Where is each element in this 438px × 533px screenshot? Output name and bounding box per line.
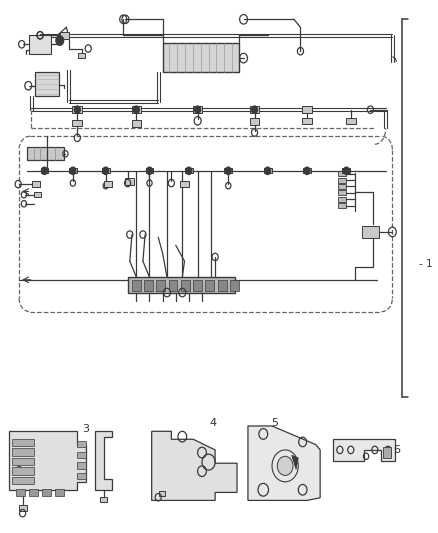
Text: - 1: - 1 (418, 259, 431, 269)
Bar (263, 168, 271, 173)
Circle shape (225, 167, 231, 174)
Bar (100, 497, 107, 502)
Bar (180, 181, 188, 187)
Bar (27, 147, 64, 160)
Bar (345, 118, 355, 124)
Bar (337, 177, 345, 182)
Bar (145, 168, 153, 173)
Bar (12, 448, 33, 456)
Circle shape (74, 106, 80, 114)
Bar (193, 280, 201, 292)
Bar (158, 491, 164, 496)
Circle shape (194, 106, 200, 114)
Bar (103, 181, 112, 187)
Bar (72, 119, 82, 126)
Bar (29, 35, 51, 54)
Polygon shape (332, 439, 394, 461)
Bar (12, 439, 33, 446)
Bar (40, 168, 48, 173)
Bar (12, 467, 33, 475)
Bar (337, 171, 345, 176)
Bar (230, 280, 238, 292)
Bar (42, 489, 51, 496)
Bar (361, 226, 378, 238)
Bar (301, 106, 311, 113)
Polygon shape (10, 431, 86, 490)
Bar (12, 458, 33, 465)
Circle shape (70, 167, 76, 174)
Bar (12, 477, 33, 484)
Circle shape (41, 167, 47, 174)
Bar (77, 462, 86, 469)
Bar (382, 447, 390, 458)
Bar (33, 192, 40, 197)
Bar (180, 280, 189, 292)
Circle shape (251, 106, 257, 114)
Circle shape (146, 167, 152, 174)
Bar (337, 184, 345, 189)
Bar (337, 190, 345, 195)
Text: 3: 3 (82, 424, 89, 434)
Circle shape (303, 167, 309, 174)
Text: 4: 4 (209, 418, 216, 429)
Bar (16, 489, 25, 496)
Circle shape (102, 167, 109, 174)
Circle shape (343, 167, 349, 174)
Bar (131, 106, 141, 113)
Circle shape (133, 106, 139, 114)
Bar (69, 168, 77, 173)
Bar (184, 168, 192, 173)
Bar (77, 441, 86, 447)
Polygon shape (95, 431, 112, 490)
Bar (125, 178, 134, 184)
Bar (60, 31, 68, 39)
Bar (205, 280, 214, 292)
Text: 2: 2 (15, 466, 23, 476)
Bar (77, 473, 86, 479)
Bar (78, 53, 85, 59)
Bar (55, 489, 64, 496)
Bar (337, 197, 345, 201)
Bar (249, 118, 259, 125)
Bar (217, 280, 226, 292)
Circle shape (185, 167, 191, 174)
Bar (131, 120, 141, 127)
Bar (77, 451, 86, 458)
Bar (18, 505, 26, 511)
Bar (127, 277, 234, 293)
Bar (72, 106, 82, 113)
Text: 5: 5 (270, 418, 277, 429)
Bar (302, 168, 310, 173)
Bar (144, 280, 152, 292)
Bar (132, 280, 141, 292)
Circle shape (56, 36, 64, 45)
Bar (192, 106, 202, 113)
Text: 6: 6 (392, 445, 399, 455)
Circle shape (277, 456, 292, 475)
Polygon shape (151, 431, 237, 500)
Polygon shape (291, 455, 297, 470)
Bar (162, 43, 239, 72)
Bar (249, 106, 259, 113)
Polygon shape (247, 426, 319, 500)
Bar (29, 489, 38, 496)
Bar (102, 168, 110, 173)
Bar (301, 118, 311, 124)
Bar (337, 203, 345, 208)
Bar (168, 280, 177, 292)
Circle shape (264, 167, 270, 174)
Bar (156, 280, 165, 292)
Bar (35, 72, 59, 96)
Bar (224, 168, 232, 173)
Bar (32, 181, 39, 187)
Bar (342, 168, 350, 173)
